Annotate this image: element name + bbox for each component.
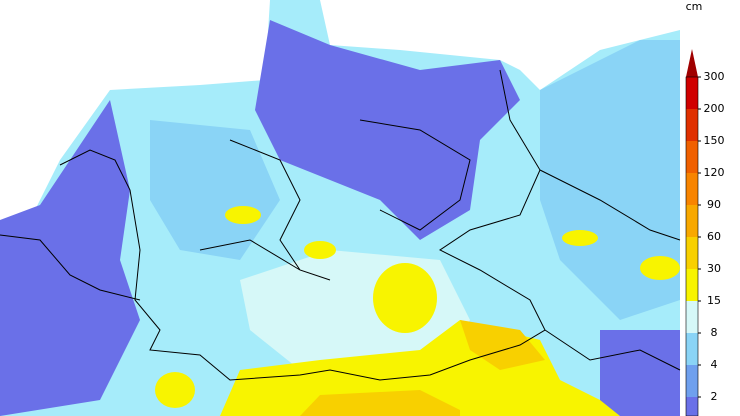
legend-label: 150 — [704, 134, 725, 147]
yellow-zone — [304, 241, 336, 259]
blue-zone — [0, 100, 140, 416]
legend-swatch — [686, 141, 698, 173]
legend-label: 90 — [707, 198, 721, 211]
legend-unit: cm — [686, 0, 703, 13]
country-border — [539, 169, 681, 371]
sea — [0, 0, 270, 220]
legend-swatch — [686, 109, 698, 141]
legend: cm 2 4 8 15 30 60 90 120 150 200 300 — [686, 0, 725, 416]
legend-label: 4 — [711, 358, 718, 371]
legend-swatch — [686, 205, 698, 237]
legend-label: 200 — [704, 102, 725, 115]
legend-label: 300 — [704, 70, 725, 83]
legend-label: 120 — [704, 166, 725, 179]
orange-zone — [460, 320, 545, 370]
state-border — [199, 119, 471, 281]
legend-label: 60 — [707, 230, 721, 243]
legend-swatch — [686, 301, 698, 333]
yellow-zone — [225, 206, 261, 224]
yellow-zone — [155, 372, 195, 408]
yellow-zone — [640, 256, 680, 280]
blue-zone — [255, 20, 520, 240]
legend-label: 8 — [711, 326, 718, 339]
legend-label: 30 — [707, 262, 721, 275]
legend-label: 2 — [711, 390, 718, 403]
legend-swatch — [686, 77, 698, 109]
orange-zone — [300, 390, 460, 416]
blue-zone — [600, 330, 680, 416]
legend-swatch — [686, 173, 698, 205]
legend-arrow — [686, 49, 698, 77]
light-blue-zone — [150, 120, 280, 260]
map — [0, 0, 681, 416]
country-border — [0, 234, 141, 301]
yellow-zone — [562, 230, 598, 246]
sea — [320, 0, 680, 90]
legend-swatch — [686, 397, 698, 416]
country-border — [59, 69, 546, 381]
legend-swatch — [686, 333, 698, 365]
legend-swatch — [686, 365, 698, 397]
legend-frame — [685, 76, 699, 416]
legend-swatch — [686, 269, 698, 301]
light-blue-zone — [540, 40, 680, 320]
legend-swatch — [686, 237, 698, 269]
legend-label: 15 — [707, 294, 721, 307]
yellow-zone — [373, 263, 437, 333]
